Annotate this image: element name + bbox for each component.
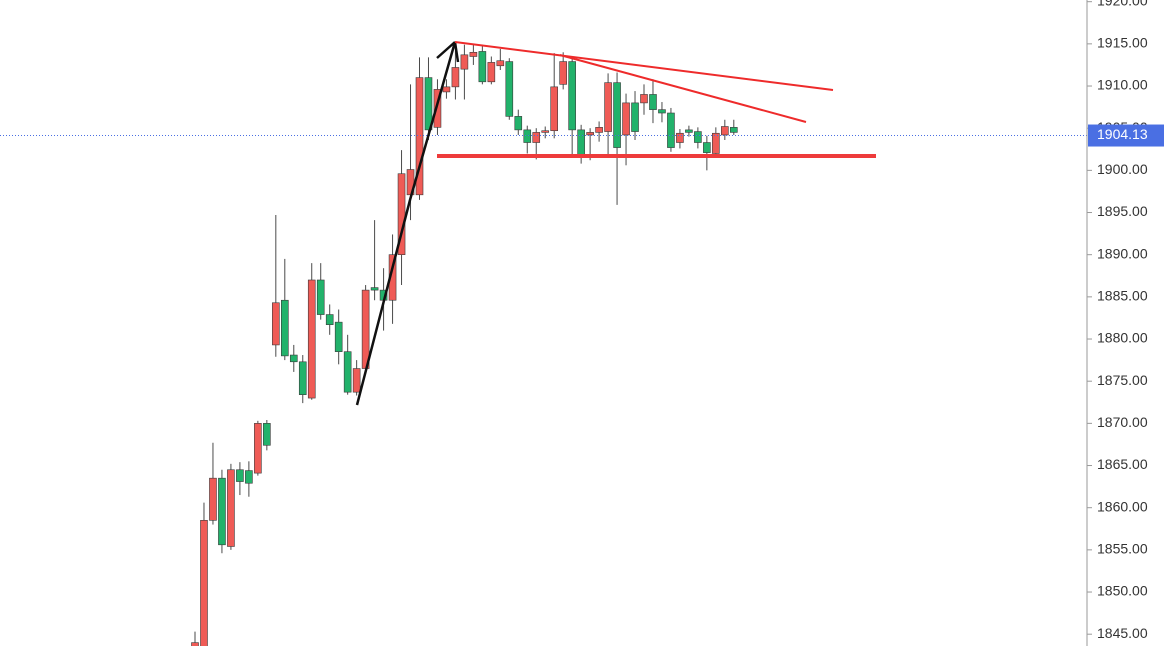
resistance-line (559, 54, 807, 123)
candle-body (370, 287, 379, 291)
y-tick-label: 1890.00 (1097, 245, 1148, 261)
candle-body (676, 132, 684, 143)
candle-body (577, 129, 585, 156)
candle-body (604, 82, 612, 132)
drawings (355, 41, 876, 406)
candle-body (343, 351, 352, 393)
y-tick-label: 1870.00 (1097, 414, 1148, 430)
candle-body (568, 61, 576, 131)
candle-body (361, 289, 370, 369)
candle-body (415, 77, 424, 196)
candle-body (289, 354, 298, 363)
candle-body (307, 279, 316, 399)
candle-body (424, 77, 433, 131)
candle-body (505, 61, 514, 117)
candle-body (622, 102, 630, 136)
candle-body (496, 60, 505, 67)
y-tick-label: 1860.00 (1097, 498, 1148, 514)
arrow-head (436, 41, 456, 59)
candle-body (694, 131, 702, 143)
candle-body (191, 642, 199, 646)
candle-body (218, 477, 226, 546)
y-tick-label: 1885.00 (1097, 288, 1148, 304)
y-tick-label: 1845.00 (1097, 625, 1148, 641)
y-tick-label: 1915.00 (1097, 35, 1148, 51)
candle-body (298, 361, 307, 395)
last-price-label: 1904.13 (1097, 126, 1148, 142)
y-tick-label: 1920.00 (1097, 0, 1148, 8)
candle-body (514, 116, 523, 131)
plot-area (0, 44, 1087, 646)
candle-body (595, 127, 603, 133)
candle-body (442, 86, 451, 93)
y-tick-label: 1865.00 (1097, 456, 1148, 472)
candle-body (263, 423, 271, 446)
candle-body (245, 470, 253, 484)
candle-body (460, 54, 469, 70)
candle-body (352, 368, 361, 393)
candle-body (532, 132, 541, 143)
candle-body (729, 127, 738, 133)
candle-body (712, 132, 720, 154)
candle-body (586, 132, 594, 136)
y-tick-label: 1880.00 (1097, 330, 1148, 346)
candle-body (721, 126, 729, 136)
y-tick-label: 1850.00 (1097, 583, 1148, 599)
candle-body (469, 51, 478, 57)
resistance-line (454, 41, 834, 91)
y-tick-label: 1900.00 (1097, 161, 1148, 177)
candle-body (559, 61, 567, 85)
candle-body (523, 129, 532, 143)
candle-body (280, 299, 289, 357)
candle-body (325, 314, 334, 325)
candle-body (451, 67, 460, 88)
candle-body (478, 51, 487, 83)
candle-body (550, 86, 559, 132)
candle-body (200, 520, 208, 646)
y-tick-label: 1895.00 (1097, 203, 1148, 219)
candle-body (613, 82, 621, 148)
candle-body (227, 469, 235, 547)
candle-body (236, 469, 244, 482)
candle-body (209, 477, 217, 521)
candle-body (487, 62, 496, 83)
y-tick-label: 1910.00 (1097, 77, 1148, 93)
last-price-box (1088, 124, 1164, 147)
candle-body (667, 112, 675, 148)
candle-body (703, 142, 711, 153)
candle-body (685, 129, 693, 133)
candle-body (631, 102, 639, 132)
trend-arrow (355, 41, 457, 406)
candle-body (272, 302, 280, 346)
candle-body (254, 423, 262, 474)
candle-body (649, 94, 657, 110)
candle-body (658, 109, 666, 114)
y-tick-label: 1855.00 (1097, 541, 1148, 557)
candle-body (334, 321, 343, 352)
arrow-head (453, 41, 460, 63)
candle-body (316, 279, 325, 315)
y-axis: 1845.00 1850.00 1855.00 1860.00 1865.00 1870.… (1087, 0, 1164, 641)
candle-body (640, 94, 648, 104)
y-tick-label: 1875.00 (1097, 372, 1148, 388)
candle-body (541, 130, 550, 133)
candle-body (433, 89, 442, 128)
